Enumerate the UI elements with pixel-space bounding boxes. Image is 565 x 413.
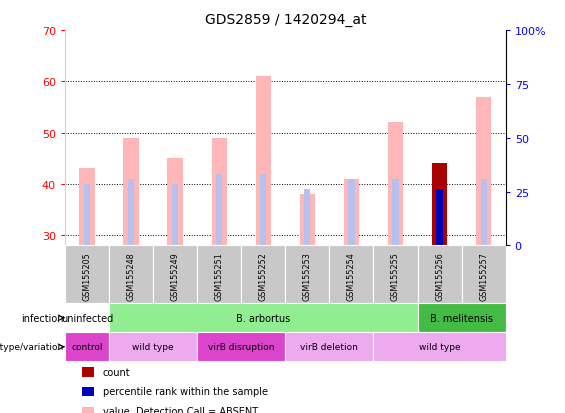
Bar xyxy=(432,164,447,246)
Text: value, Detection Call = ABSENT: value, Detection Call = ABSENT xyxy=(103,406,258,413)
Bar xyxy=(305,190,310,246)
Bar xyxy=(211,138,227,246)
Text: control: control xyxy=(71,342,103,351)
Bar xyxy=(418,304,506,332)
Bar xyxy=(79,169,95,246)
Bar xyxy=(197,332,285,361)
Bar xyxy=(437,190,442,246)
Text: GSM155257: GSM155257 xyxy=(479,252,488,300)
Text: B. arbortus: B. arbortus xyxy=(236,313,290,323)
Bar xyxy=(167,159,183,246)
Text: wild type: wild type xyxy=(419,342,460,351)
Text: GSM155256: GSM155256 xyxy=(435,252,444,300)
Text: virB deletion: virB deletion xyxy=(301,342,358,351)
Text: uninfected: uninfected xyxy=(61,313,113,323)
Text: percentile rank within the sample: percentile rank within the sample xyxy=(103,387,268,396)
Bar xyxy=(432,164,447,246)
Bar xyxy=(437,190,442,246)
Bar xyxy=(418,246,462,304)
Bar xyxy=(109,304,418,332)
Bar xyxy=(84,184,90,246)
Bar xyxy=(109,246,153,304)
Bar xyxy=(65,304,109,332)
Bar xyxy=(65,332,109,361)
Bar xyxy=(344,179,359,246)
Text: GSM155251: GSM155251 xyxy=(215,252,224,300)
Text: GSM155205: GSM155205 xyxy=(82,252,92,300)
Title: GDS2859 / 1420294_at: GDS2859 / 1420294_at xyxy=(205,13,366,27)
Bar xyxy=(393,179,398,246)
Text: wild type: wild type xyxy=(132,342,174,351)
Text: GSM155249: GSM155249 xyxy=(171,252,180,300)
Bar xyxy=(349,179,354,246)
Bar xyxy=(260,174,266,246)
Bar xyxy=(329,246,373,304)
Bar xyxy=(255,77,271,246)
Bar xyxy=(373,332,506,361)
Bar xyxy=(476,97,492,246)
Text: genotype/variation: genotype/variation xyxy=(0,342,64,351)
Text: GSM155254: GSM155254 xyxy=(347,252,356,300)
Bar xyxy=(109,332,197,361)
Bar xyxy=(123,138,139,246)
Bar xyxy=(373,246,418,304)
Bar xyxy=(481,179,486,246)
Text: infection: infection xyxy=(21,313,64,323)
Bar xyxy=(197,246,241,304)
Bar xyxy=(285,332,373,361)
Text: count: count xyxy=(103,367,131,377)
Bar xyxy=(299,195,315,246)
Bar xyxy=(462,246,506,304)
Text: GSM155255: GSM155255 xyxy=(391,252,400,300)
Bar xyxy=(388,123,403,246)
Bar xyxy=(241,246,285,304)
Bar xyxy=(285,246,329,304)
Text: GSM155252: GSM155252 xyxy=(259,252,268,300)
Bar xyxy=(128,179,134,246)
Text: virB disruption: virB disruption xyxy=(208,342,275,351)
Bar xyxy=(172,184,178,246)
Bar xyxy=(216,174,222,246)
Text: B. melitensis: B. melitensis xyxy=(430,313,493,323)
Text: GSM155248: GSM155248 xyxy=(127,252,136,300)
Bar xyxy=(153,246,197,304)
Text: GSM155253: GSM155253 xyxy=(303,252,312,300)
Bar xyxy=(65,246,109,304)
